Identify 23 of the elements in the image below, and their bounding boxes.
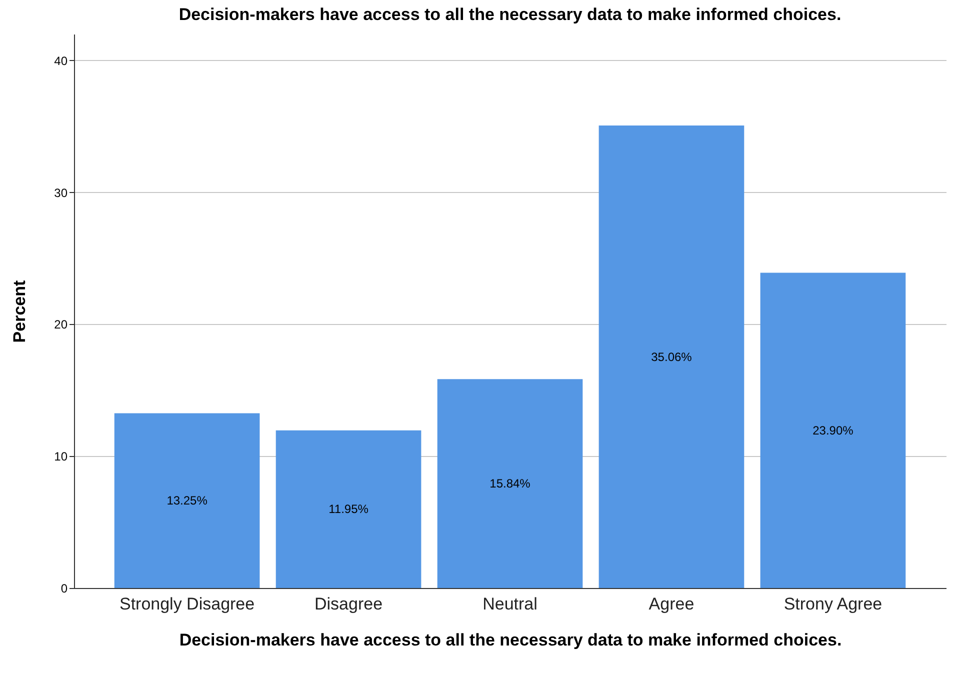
data-label: 15.84%	[490, 476, 531, 491]
chart-title: Decision-makers have access to all the necessary data to make informed choices.	[178, 5, 842, 24]
y-tick-label: 20	[54, 318, 68, 332]
data-label: 35.06%	[651, 350, 692, 364]
data-label: 23.90%	[812, 423, 854, 438]
x-tick-label: Strony Agree	[784, 594, 882, 614]
data-label: 13.25%	[166, 494, 208, 508]
x-tick-label: Neutral	[482, 594, 538, 614]
x-tick-label: Agree	[648, 594, 694, 614]
y-tick-label: 40	[54, 54, 68, 68]
y-tick-label: 0	[60, 582, 68, 596]
data-label: 11.95%	[328, 502, 369, 516]
y-tick-label: 30	[54, 186, 68, 200]
x-tick-label: Disagree	[314, 594, 383, 614]
x-axis-title: Decision-makers have access to all the necessary data to make informed choices.	[179, 630, 842, 650]
x-tick-label: Strongly Disagree	[119, 594, 255, 614]
y-axis-title: Percent	[10, 280, 30, 343]
y-tick-label: 10	[54, 450, 68, 464]
bar	[598, 126, 744, 588]
bar	[437, 379, 583, 588]
bar	[114, 413, 260, 588]
bar	[276, 430, 422, 588]
bar	[760, 272, 906, 588]
